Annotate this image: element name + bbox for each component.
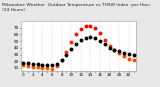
Text: Milwaukee Weather  Outdoor Temperature vs THSW Index  per Hour  (24 Hours): Milwaukee Weather Outdoor Temperature vs… (2, 3, 151, 12)
